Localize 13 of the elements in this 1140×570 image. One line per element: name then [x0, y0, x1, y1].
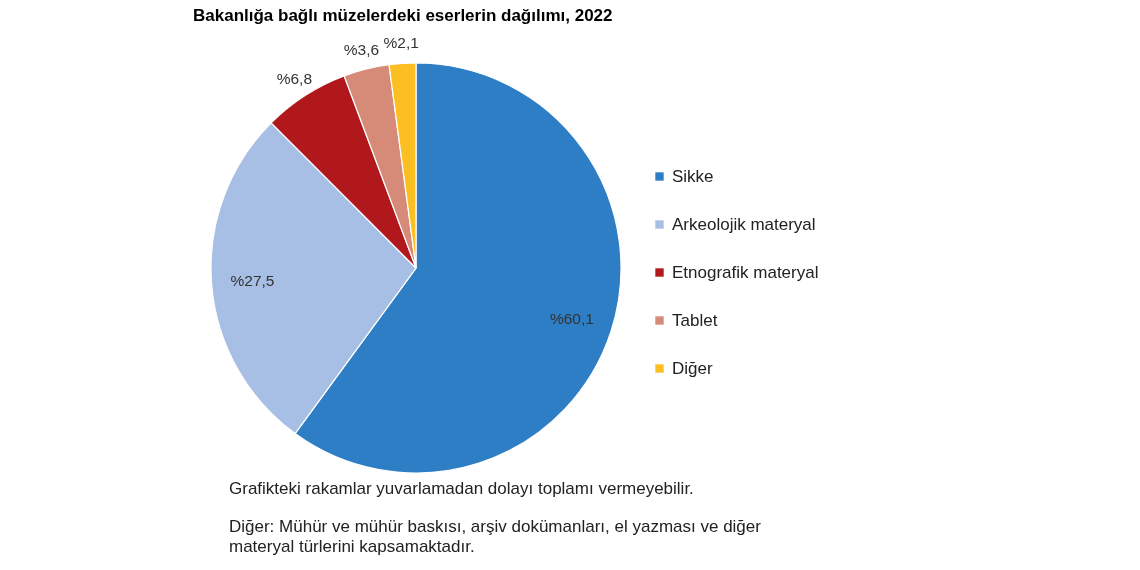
data-label: %27,5	[230, 271, 275, 289]
text: Diğer: Mühür ve mühür baskısı, arşiv dokümanları, el yazması ve diğer materyal türlerini kapsamaktadır.	[229, 517, 762, 556]
data-label: %2,1	[383, 34, 419, 52]
chart-title: Bakanlığa bağlı müzelerdeki eserlerin dağılımı, 2022	[193, 6, 613, 25]
data-label: %3,6	[343, 40, 380, 58]
legend-label: Tablet	[672, 310, 718, 330]
legend-label: Etnografik materyal	[672, 262, 819, 282]
legend-label: Arkeolojik materyal	[672, 214, 816, 234]
data-label: %60,1	[549, 309, 594, 327]
legend-label: Diğer	[672, 358, 713, 378]
legend-label: Sikke	[672, 166, 714, 186]
data-label: %6,8	[276, 69, 313, 87]
text: Grafikteki rakamlar yuvarlamadan dolayı toplamı vermeyebilir.	[229, 479, 694, 498]
